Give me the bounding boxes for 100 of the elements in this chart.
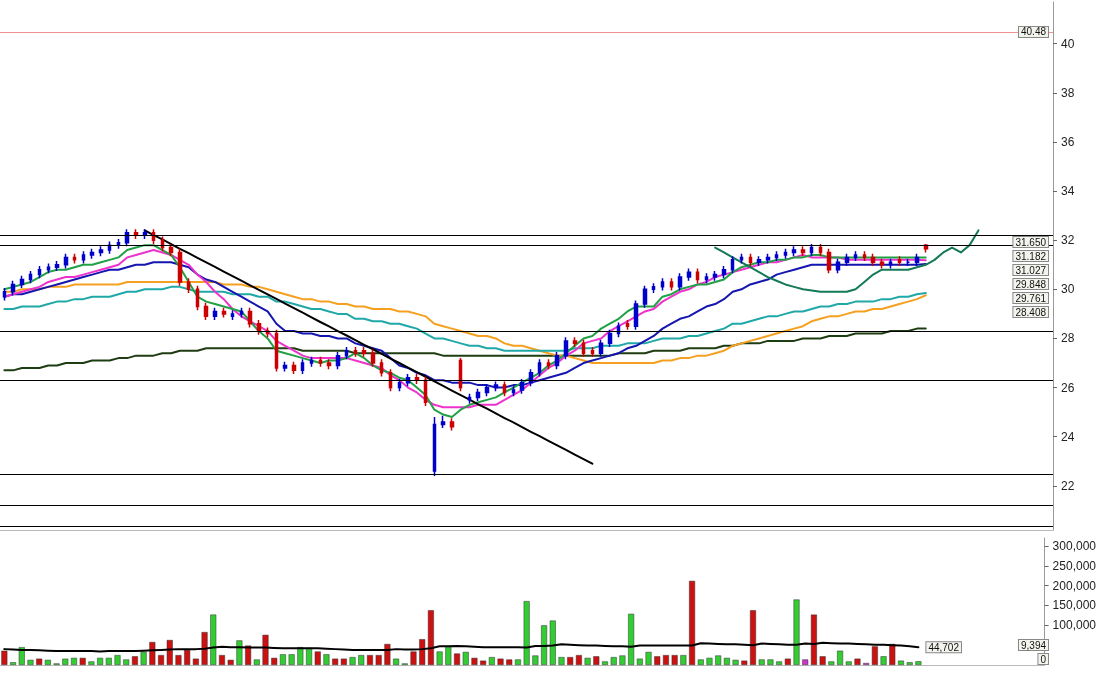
bar <box>306 647 313 665</box>
candlestick <box>335 351 341 370</box>
bar <box>140 651 147 665</box>
candlestick <box>37 265 42 280</box>
candlestick <box>844 252 850 267</box>
candlestick <box>712 270 718 282</box>
bar <box>906 662 913 665</box>
bar <box>454 653 461 665</box>
bar <box>471 657 478 665</box>
ref-line-label: 40.48 <box>1020 26 1047 38</box>
candlestick <box>511 385 516 397</box>
annotation: 0 <box>1040 653 1047 665</box>
candlestick <box>89 248 95 260</box>
candlestick <box>63 252 69 270</box>
bar <box>506 659 513 665</box>
bar <box>767 659 774 665</box>
annotation: 31.182 <box>1015 250 1047 262</box>
bar <box>349 657 356 665</box>
bar <box>79 657 86 665</box>
bar <box>750 610 756 665</box>
bar <box>27 659 34 665</box>
candlestick <box>239 307 244 319</box>
annotation: 31.027 <box>1015 264 1047 276</box>
candlestick <box>704 272 709 284</box>
candlestick <box>449 417 455 432</box>
candlestick <box>98 245 104 257</box>
y-tick-label: 34 <box>1061 184 1075 199</box>
bar <box>523 601 530 665</box>
candlestick <box>572 336 578 348</box>
candlestick <box>107 240 112 255</box>
candlestick <box>826 248 832 275</box>
candlestick <box>660 277 665 292</box>
candlestick <box>291 361 297 375</box>
candlestick <box>212 307 218 321</box>
candlestick <box>721 265 727 280</box>
candlestick <box>361 346 367 358</box>
candlestick <box>28 270 33 284</box>
bar <box>514 659 521 665</box>
candlestick <box>177 248 183 287</box>
candlestick <box>72 252 77 265</box>
bar <box>845 661 852 665</box>
bar <box>427 610 434 665</box>
candlestick <box>546 358 551 370</box>
bar <box>706 657 713 665</box>
bar <box>602 661 609 665</box>
candlestick <box>748 252 753 267</box>
bar <box>218 655 225 665</box>
candlestick <box>879 257 885 270</box>
bar <box>593 656 600 665</box>
y-tick-label: 22 <box>1061 478 1075 493</box>
bar <box>758 659 765 665</box>
candlestick <box>300 358 305 375</box>
bar <box>288 654 295 665</box>
candlestick <box>54 260 60 272</box>
line-series <box>3 327 927 372</box>
candlestick <box>493 380 499 392</box>
bar <box>680 655 687 665</box>
y-tick-label: 40 <box>1061 36 1075 51</box>
bar <box>166 640 173 665</box>
bar <box>610 657 617 665</box>
bar <box>314 651 321 665</box>
candlestick <box>800 245 806 257</box>
candlestick <box>686 267 692 282</box>
candlestick <box>625 319 630 331</box>
candlestick <box>756 255 762 267</box>
candlestick <box>370 348 376 368</box>
y-tick-label: 30 <box>1061 282 1075 297</box>
data-label: 44,702 <box>928 641 960 653</box>
bar <box>689 580 696 665</box>
candlestick <box>791 245 797 257</box>
annotation: 28.408 <box>1015 306 1047 318</box>
candlestick <box>484 383 490 397</box>
bar <box>584 657 591 665</box>
candlestick <box>633 299 639 331</box>
bar <box>131 656 138 665</box>
bar <box>619 655 626 665</box>
candlestick <box>344 346 349 361</box>
bar <box>732 659 739 665</box>
line-series <box>714 229 980 293</box>
candlestick <box>677 272 683 292</box>
bar <box>662 655 669 665</box>
bar <box>828 661 835 665</box>
candlestick <box>19 275 25 289</box>
bar <box>671 655 678 665</box>
candlestick <box>598 338 604 358</box>
bar <box>366 655 373 665</box>
bar <box>541 625 548 665</box>
candlestick <box>554 351 560 370</box>
line-series <box>3 641 920 653</box>
bar <box>897 660 904 665</box>
candlestick <box>870 252 876 267</box>
bar <box>558 657 565 665</box>
bar <box>793 599 800 665</box>
line-series <box>3 285 927 352</box>
candlestick <box>581 338 586 358</box>
bar <box>697 659 704 665</box>
bar <box>279 654 286 665</box>
bar <box>419 639 426 665</box>
bar <box>802 659 809 665</box>
bar <box>1 650 8 665</box>
